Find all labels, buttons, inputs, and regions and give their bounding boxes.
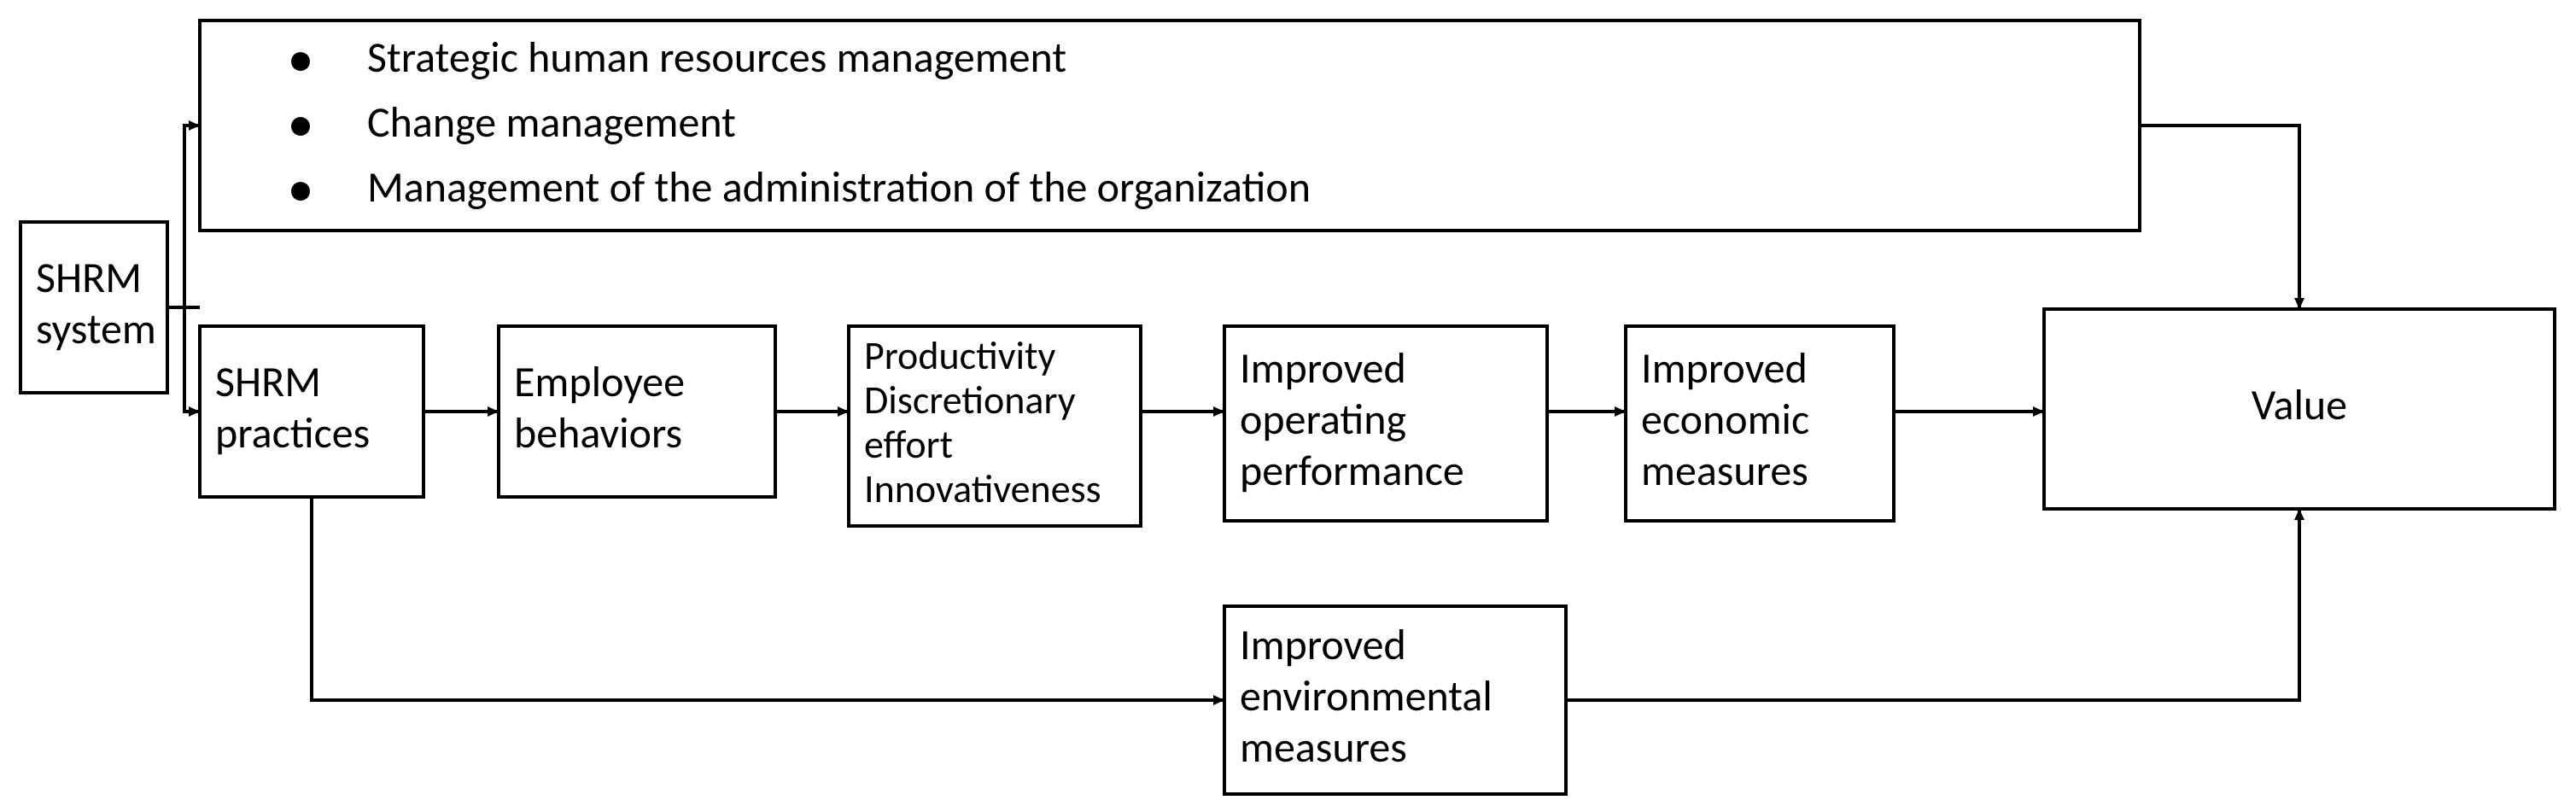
node-label: Employee: [514, 356, 685, 408]
node-label: SHRM: [36, 252, 142, 304]
node-operating: Improvedoperatingperformance: [1224, 326, 1547, 521]
node-label: effort: [864, 421, 953, 469]
node-label: Productivity: [864, 332, 1055, 380]
node-label: Improved: [1641, 342, 1808, 394]
node-bullet_box: Strategic human resources management Chan…: [200, 20, 2140, 231]
edge: [2140, 126, 2299, 309]
node-employee_beh: Employeebehaviors: [499, 326, 775, 497]
node-productivity: ProductivityDiscretionaryeffortInnovativ…: [849, 326, 1141, 526]
node-label: Discretionary: [864, 377, 1076, 424]
node-shrm_system: SHRMsystem: [20, 222, 167, 393]
node-label: system: [36, 303, 156, 355]
node-economic: Improvedeconomicmeasures: [1626, 326, 1894, 521]
node-label: SHRM: [215, 356, 321, 408]
node-label: economic: [1641, 394, 1809, 446]
node-label: Value: [2252, 379, 2347, 431]
edge: [1566, 509, 2299, 700]
node-label: Innovativeness: [864, 465, 1101, 513]
node-label: measures: [1240, 721, 1407, 774]
edge: [184, 307, 200, 412]
bullet-text: Management of the administration of the …: [367, 161, 1311, 213]
node-shrm_practices: SHRMpractices: [200, 326, 423, 497]
node-label: operating: [1240, 394, 1406, 446]
node-label: practices: [215, 407, 370, 459]
node-value: Value: [2044, 309, 2555, 509]
node-label: Improved: [1240, 342, 1406, 394]
node-label: measures: [1641, 445, 1808, 497]
bullet-text: Change management: [367, 96, 736, 149]
edge: [184, 126, 200, 307]
node-label: environmental: [1240, 670, 1492, 722]
bullet-text: Strategic human resources management: [367, 32, 1066, 84]
node-label: performance: [1240, 445, 1464, 497]
node-label: behaviors: [514, 407, 682, 459]
node-env: Improvedenvironmentalmeasures: [1224, 606, 1566, 794]
node-label: Improved: [1240, 619, 1406, 671]
